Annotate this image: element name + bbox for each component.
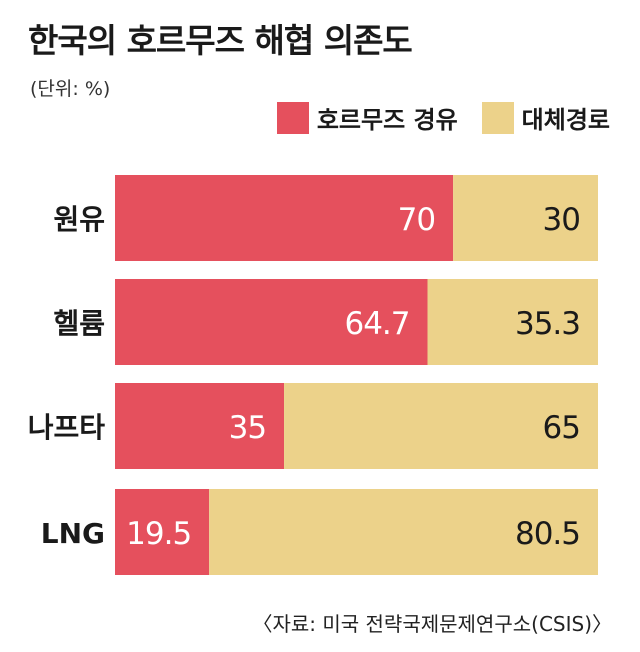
legend-item-hormuz: 호르무즈 경유 [276,100,458,135]
source-note: 〈자료: 미국 전략국제문제연구소(CSIS)〉 [252,612,612,636]
bar-segment [115,383,285,469]
legend-swatch-hormuz [276,101,309,134]
bar-segment [453,175,598,261]
category-label: 헬륨 [53,307,105,340]
bar-segment [427,279,598,365]
category-label: 나프타 [28,411,106,444]
data-label: 35.3 [515,306,580,342]
data-label: 30 [543,202,580,238]
legend-label-alternative: 대체경로 [521,106,610,134]
data-label: 19.5 [126,516,191,552]
legend-item-alternative: 대체경로 [481,100,610,135]
legend-label-hormuz: 호르무즈 경유 [316,106,458,134]
data-label: 70 [398,202,435,238]
data-label: 64.7 [344,306,409,342]
data-label: 65 [543,410,580,446]
category-label: LNG [41,517,105,550]
bar-segment [284,383,598,469]
data-label: 35 [229,410,266,446]
legend-swatch-alternative [481,101,514,134]
bar-segment [115,489,210,575]
chart-title: 한국의 호르무즈 해협 의존도 [28,21,413,60]
legend: 호르무즈 경유 대체경로 [276,100,610,135]
bar-segment [115,279,428,365]
bar-segment [115,175,454,261]
data-label: 80.5 [515,516,580,552]
bar-segment [209,489,598,575]
category-label: 원유 [53,203,105,236]
unit-label: (단위: %) [30,78,111,100]
